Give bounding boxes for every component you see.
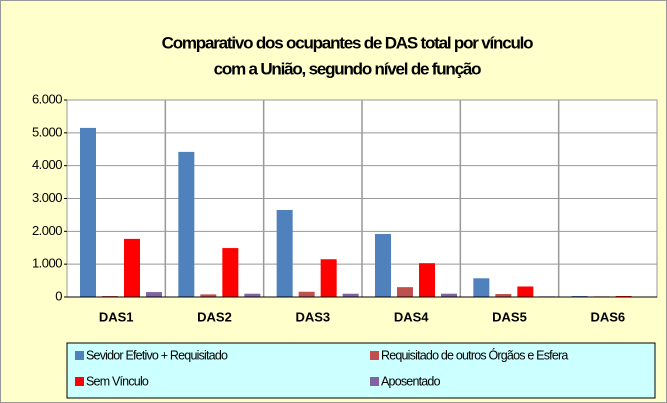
y-tick-label: 4.000 [32,157,62,172]
chart-title: Comparativo dos ocupantes de DAS total p… [162,33,534,52]
legend [66,342,656,399]
bar [80,127,96,298]
x-tick-label: DAS5 [492,309,527,324]
bar [473,278,490,297]
y-tick-label: 0 [55,288,62,303]
bar [375,233,391,297]
legend-label: Aposentado [381,374,441,388]
y-tick-label: 5.000 [32,124,62,139]
legend-swatch [75,377,84,386]
x-tick-label: DAS1 [99,309,134,324]
bar [397,287,413,297]
bar [178,151,195,297]
legend-label: Sem Vínculo [86,374,149,388]
bar [222,248,239,297]
bar [244,293,261,297]
y-tick-label: 3.000 [32,190,62,205]
bar [495,294,512,297]
x-tick-label: DAS6 [590,309,625,324]
bar [320,259,337,297]
legend-label: Requisitado de outros Órgãos e Esfera [381,347,568,362]
legend-swatch [370,351,379,360]
chart-title: com a União, segundo nível de função [214,59,481,78]
bar [441,293,457,297]
legend-swatch [370,377,379,386]
bar [342,293,359,297]
bar [517,286,534,297]
y-tick-label: 1.000 [32,256,62,271]
bar [419,263,435,297]
bar [124,238,140,297]
x-tick-label: DAS2 [197,309,232,324]
bar [146,292,162,297]
bar [200,294,217,297]
bar [276,209,293,297]
bar [298,291,315,297]
x-tick-label: DAS3 [295,309,330,324]
y-tick-label: 6.000 [32,91,62,106]
x-tick-label: DAS4 [394,309,429,324]
y-tick-label: 2.000 [32,223,62,238]
legend-swatch [75,351,84,360]
legend-label: Sevidor Efetivo + Requisitado [86,348,228,362]
